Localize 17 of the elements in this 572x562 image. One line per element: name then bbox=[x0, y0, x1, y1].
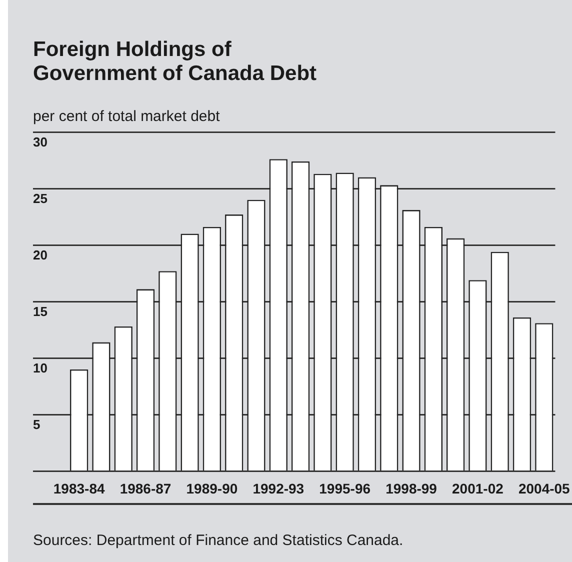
y-tick-label: 30 bbox=[33, 134, 48, 150]
y-tick-label: 20 bbox=[33, 248, 48, 263]
x-tick-label: 1998-99 bbox=[386, 480, 438, 496]
x-tick-label: 2004-05 bbox=[518, 480, 570, 496]
x-tick-label: 1989-90 bbox=[186, 480, 238, 496]
y-tick-label: 15 bbox=[33, 304, 48, 320]
x-tick-label: 1995-96 bbox=[319, 480, 371, 496]
y-tick-label: 10 bbox=[33, 360, 48, 376]
y-tick-label: 5 bbox=[33, 417, 40, 432]
x-tick-label: 1986-87 bbox=[120, 480, 172, 496]
x-tick-label: 1992-93 bbox=[252, 480, 304, 496]
y-axis-title: per cent of total market debt bbox=[33, 108, 220, 125]
chart-title: Foreign Holdings of Government of Canada Debt bbox=[33, 38, 317, 86]
source-note: Sources: Department of Finance and Statistics Canada. bbox=[33, 532, 404, 549]
x-tick-label: 2001-02 bbox=[452, 480, 504, 496]
x-tick-label: 1983-84 bbox=[53, 480, 105, 496]
y-tick-label: 25 bbox=[33, 191, 48, 206]
